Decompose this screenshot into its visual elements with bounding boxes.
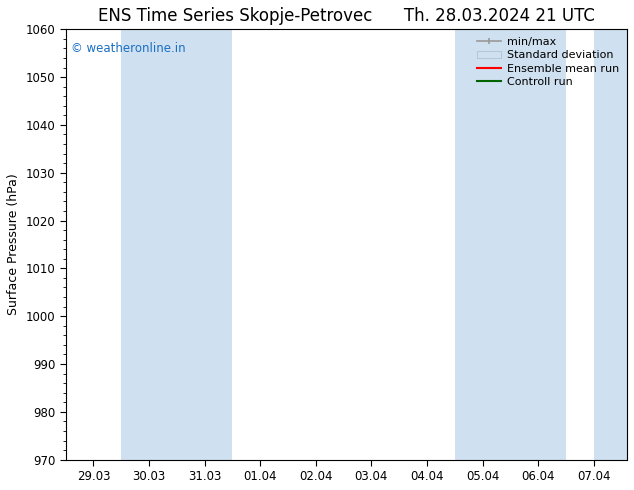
Bar	[177, 29, 233, 460]
Text: © weatheronline.in: © weatheronline.in	[71, 42, 186, 55]
Bar	[121, 29, 177, 460]
Legend: min/max, Standard deviation, Ensemble mean run, Controll run: min/max, Standard deviation, Ensemble me…	[472, 33, 624, 92]
Bar	[455, 29, 510, 460]
Y-axis label: Surface Pressure (hPa): Surface Pressure (hPa)	[7, 173, 20, 316]
Bar	[593, 29, 627, 460]
Bar	[510, 29, 566, 460]
Title: ENS Time Series Skopje-Petrovec      Th. 28.03.2024 21 UTC: ENS Time Series Skopje-Petrovec Th. 28.0…	[98, 7, 595, 25]
